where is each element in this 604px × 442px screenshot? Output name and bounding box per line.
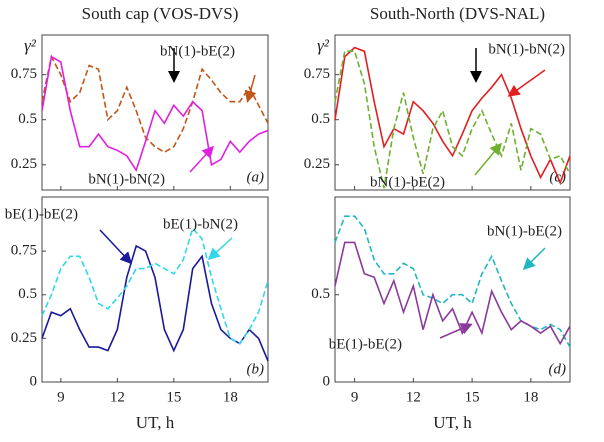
series-line bbox=[334, 46, 571, 185]
x-axis-label: UT, h bbox=[136, 413, 175, 432]
y-tick-label: 0.5 bbox=[18, 286, 37, 302]
series-label: bE(1)-bN(2) bbox=[163, 216, 238, 232]
label-arrow bbox=[189, 145, 215, 173]
panel-tag: (c) bbox=[549, 169, 566, 185]
x-tick-label: 9 bbox=[57, 389, 65, 405]
x-tick-label: 9 bbox=[351, 389, 359, 405]
x-tick-label: 12 bbox=[406, 389, 421, 405]
y-tick-label: 0.5 bbox=[311, 286, 330, 302]
series-label: bN(1)-bN(2) bbox=[488, 41, 565, 57]
x-tick-label: 18 bbox=[223, 389, 238, 405]
plot-frame bbox=[41, 34, 269, 191]
series-line bbox=[334, 50, 571, 189]
label-arrow bbox=[244, 74, 257, 103]
plot-frame bbox=[41, 196, 269, 383]
label-arrow bbox=[474, 142, 502, 176]
series-line bbox=[41, 55, 269, 173]
y-tick-label: 0 bbox=[30, 373, 38, 389]
plot-frame bbox=[334, 34, 571, 191]
series-line bbox=[41, 226, 269, 345]
plot-frame bbox=[334, 196, 571, 383]
y-tick-label: 0.25 bbox=[304, 156, 330, 172]
x-tick-label: 12 bbox=[110, 389, 125, 405]
y-tick-label: 0.75 bbox=[11, 66, 37, 82]
y-tick-label: 0.25 bbox=[11, 156, 37, 172]
series-label: bE(1)-bE(2) bbox=[329, 336, 402, 352]
y-tick-label: 0 bbox=[323, 373, 331, 389]
y-axis-label: γ² bbox=[317, 36, 330, 55]
series-line bbox=[334, 241, 571, 346]
series-label: bN(1)-bE(2) bbox=[487, 223, 562, 239]
label-arrow bbox=[207, 237, 233, 261]
panel-title: South-North (DVS-NAL) bbox=[370, 4, 545, 23]
y-tick-label: 0.75 bbox=[11, 243, 37, 259]
label-arrow bbox=[99, 229, 133, 265]
y-tick-label: 0.25 bbox=[11, 330, 37, 346]
series-label: bN(1)-bN(2) bbox=[88, 171, 165, 187]
x-tick-label: 18 bbox=[523, 389, 538, 405]
y-axis-label: γ² bbox=[24, 36, 37, 55]
series-line bbox=[334, 215, 571, 348]
x-tick-label: 15 bbox=[465, 389, 480, 405]
panel-tag: (b) bbox=[247, 361, 265, 377]
x-tick-label: 15 bbox=[166, 389, 181, 405]
y-tick-label: 0.5 bbox=[18, 111, 37, 127]
x-axis-label: UT, h bbox=[433, 413, 472, 432]
label-arrow bbox=[522, 247, 546, 271]
series-label: bN(1)-bE(2) bbox=[160, 43, 235, 59]
y-tick-label: 0.5 bbox=[311, 111, 330, 127]
y-tick-label: 0.75 bbox=[304, 66, 330, 82]
label-arrow bbox=[507, 69, 546, 97]
series-line bbox=[41, 244, 269, 362]
series-label: bE(1)-bE(2) bbox=[5, 206, 78, 222]
series-line bbox=[41, 54, 269, 154]
panel-title: South cap (VOS-DVS) bbox=[82, 4, 239, 23]
panel-tag: (a) bbox=[247, 169, 265, 185]
panel-tag: (d) bbox=[549, 361, 567, 377]
series-label: bN(1)-bE(2) bbox=[370, 174, 445, 190]
